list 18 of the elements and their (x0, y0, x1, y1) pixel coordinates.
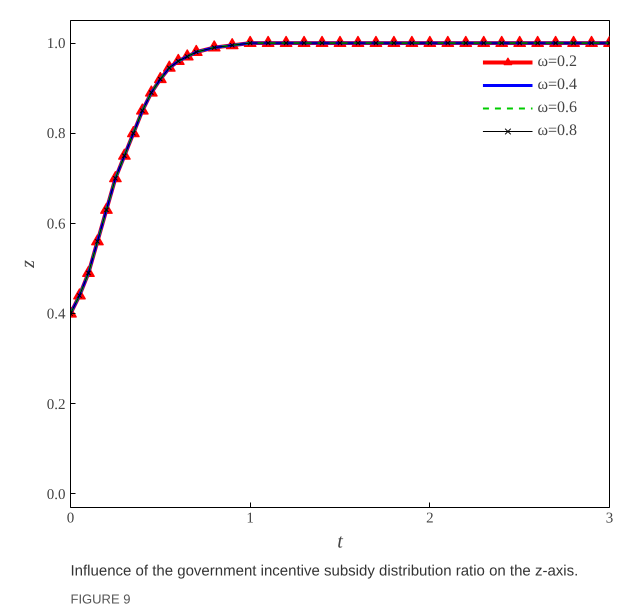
y-tick-label: 0.0 (46, 486, 66, 503)
x-tick-label: 2 (426, 510, 434, 526)
x-tick-label: 1 (246, 510, 254, 526)
x-tick-label: 3 (606, 510, 614, 526)
y-tick-label: 0.4 (46, 306, 66, 323)
text: Influence of the government incentive subsidy distribution ratio on the z-axis. (70, 562, 578, 580)
y-tick-label: 0.8 (46, 126, 66, 142)
y-tick-label: 0.2 (46, 396, 66, 413)
legend-label: ω=0.2 (537, 53, 577, 71)
x-axis-title: t (337, 530, 344, 552)
text: FIGURE 9 (70, 592, 130, 606)
legend-label: ω=0.4 (537, 76, 577, 94)
x-tick-label: 0 (66, 510, 74, 526)
y-tick-label: 0.6 (46, 216, 66, 232)
legend-label: ω=0.6 (537, 99, 577, 117)
y-axis-title: z (16, 260, 39, 269)
legend-label: ω=0.8 (537, 122, 577, 140)
y-tick-label: 1.0 (46, 36, 66, 52)
